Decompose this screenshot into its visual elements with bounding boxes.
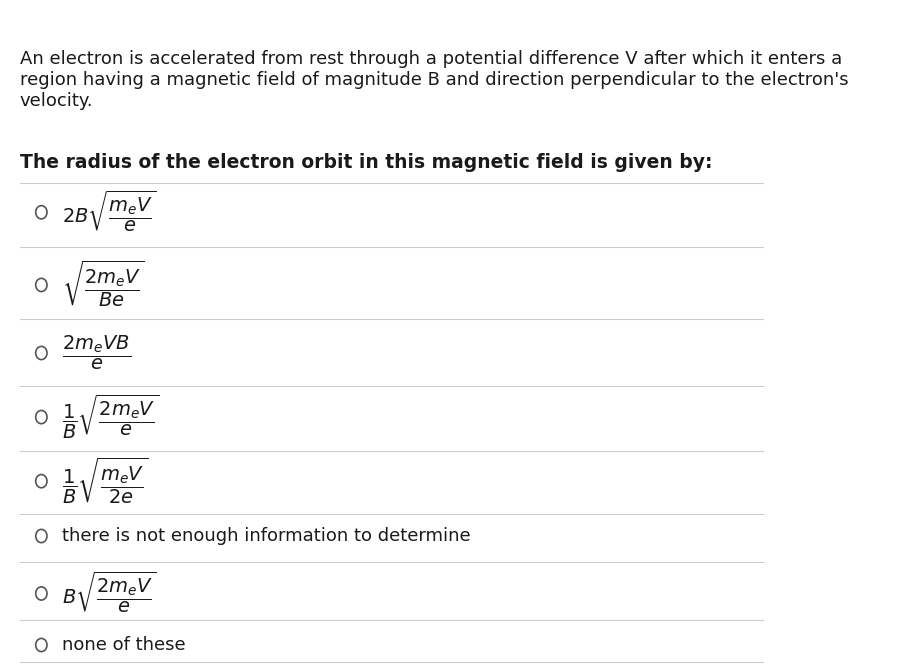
Text: $\dfrac{1}{B}\sqrt{\dfrac{m_e V}{2e}}$: $\dfrac{1}{B}\sqrt{\dfrac{m_e V}{2e}}$ — [62, 456, 148, 506]
Text: $\dfrac{2m_e VB}{e}$: $\dfrac{2m_e VB}{e}$ — [62, 334, 131, 372]
Text: $\sqrt{\dfrac{2m_e V}{Be}}$: $\sqrt{\dfrac{2m_e V}{Be}}$ — [62, 260, 145, 310]
Text: $\dfrac{1}{B}\sqrt{\dfrac{2m_e V}{e}}$: $\dfrac{1}{B}\sqrt{\dfrac{2m_e V}{e}}$ — [62, 393, 159, 441]
Text: $2B\sqrt{\dfrac{m_e V}{e}}$: $2B\sqrt{\dfrac{m_e V}{e}}$ — [62, 189, 157, 235]
Text: none of these: none of these — [62, 636, 186, 654]
Text: $B\sqrt{\dfrac{2m_e V}{e}}$: $B\sqrt{\dfrac{2m_e V}{e}}$ — [62, 571, 157, 617]
Text: The radius of the electron orbit in this magnetic field is given by:: The radius of the electron orbit in this… — [19, 153, 712, 172]
Text: there is not enough information to determine: there is not enough information to deter… — [62, 527, 471, 545]
Text: An electron is accelerated from rest through a potential difference V after whic: An electron is accelerated from rest thr… — [19, 50, 848, 110]
